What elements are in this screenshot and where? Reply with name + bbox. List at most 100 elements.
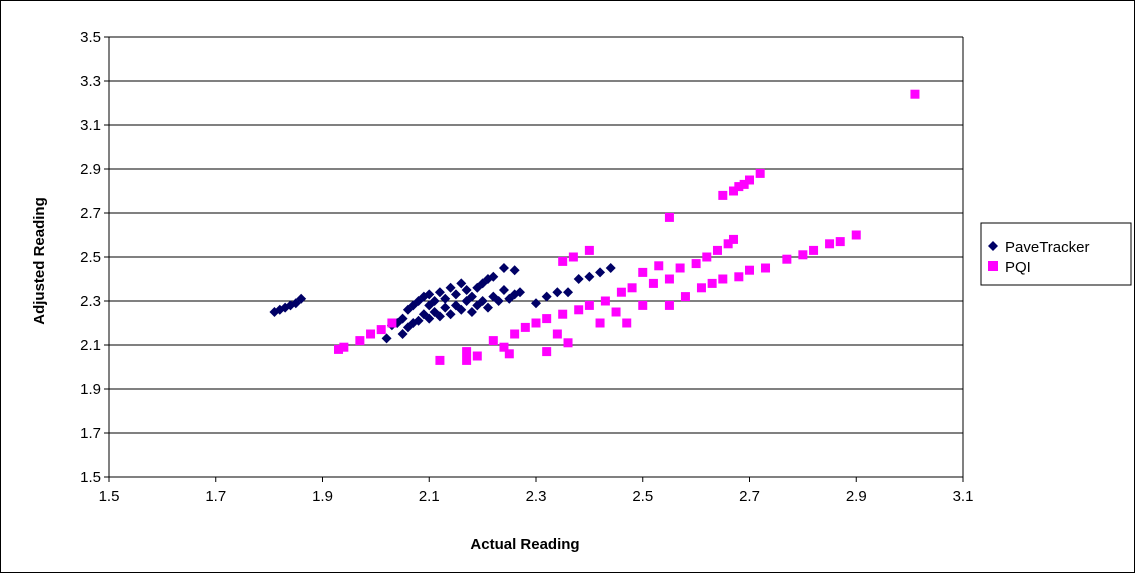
x-tick-label: 2.1 <box>419 488 440 505</box>
point-pavetracker <box>595 267 606 278</box>
point-pavetracker <box>584 271 595 282</box>
y-tick-label: 3.3 <box>80 73 101 90</box>
point-pqi <box>718 190 728 200</box>
x-tick-labels: 1.5 1.7 1.9 2.1 2.3 2.5 2.7 2.9 3.1 <box>99 488 974 505</box>
point-pqi <box>504 349 514 359</box>
point-pqi <box>734 182 744 192</box>
point-pqi <box>702 252 712 262</box>
axes-layer <box>104 36 964 482</box>
point-pqi <box>910 89 920 99</box>
point-pqi <box>664 300 674 310</box>
point-pqi <box>675 263 685 273</box>
point-pqi <box>638 267 648 277</box>
legend-label-pqi: PQI <box>1005 259 1031 276</box>
point-pavetracker <box>456 304 467 315</box>
point-pqi <box>648 278 658 288</box>
point-pavetracker <box>573 274 584 284</box>
point-pqi <box>558 256 568 266</box>
point-pqi <box>574 305 584 315</box>
point-pqi <box>728 234 738 244</box>
grid-layer <box>109 36 963 478</box>
point-pqi <box>472 351 482 361</box>
point-pavetracker <box>413 315 424 326</box>
point-pqi <box>355 336 365 346</box>
point-pavetracker <box>397 329 408 339</box>
point-pqi <box>654 261 664 271</box>
y-tick-label: 1.9 <box>80 381 101 398</box>
point-pqi <box>366 329 376 339</box>
point-pavetracker <box>461 285 472 295</box>
point-pavetracker <box>440 302 451 313</box>
point-pqi <box>745 175 754 185</box>
point-pqi <box>798 250 808 260</box>
point-pqi <box>387 318 397 328</box>
point-pavetracker <box>424 313 435 324</box>
point-pqi <box>568 252 578 262</box>
point-pqi <box>809 245 819 255</box>
point-pavetracker <box>514 287 525 298</box>
x-tick-label: 2.7 <box>739 488 760 505</box>
x-tick-label: 1.5 <box>99 488 120 505</box>
point-pavetracker <box>440 293 451 304</box>
point-pqi <box>745 265 754 275</box>
point-pavetracker <box>552 287 563 298</box>
point-pavetracker <box>541 291 552 302</box>
y-tick-label: 2.1 <box>80 337 101 354</box>
point-pqi <box>622 318 632 328</box>
point-pqi <box>723 239 733 249</box>
y-tick-label: 2.7 <box>80 205 101 222</box>
x-tick-label: 1.7 <box>205 488 226 505</box>
y-tick-label: 3.1 <box>80 117 101 134</box>
y-tick-label: 1.7 <box>80 425 101 442</box>
legend-marker-pavetracker <box>988 241 998 251</box>
point-pavetracker <box>498 263 509 273</box>
point-pavetracker <box>429 296 440 306</box>
point-pqi <box>734 272 744 282</box>
point-pqi <box>376 325 386 335</box>
point-pavetracker <box>509 265 520 276</box>
point-pqi <box>664 274 674 284</box>
point-pqi <box>728 186 738 196</box>
point-pqi <box>339 342 349 352</box>
point-pavetracker <box>477 296 488 306</box>
point-pqi <box>611 307 621 317</box>
point-pqi <box>499 342 509 352</box>
point-pqi <box>584 245 594 255</box>
point-pavetracker <box>296 293 307 304</box>
point-pqi <box>600 296 610 306</box>
point-pqi <box>584 300 594 310</box>
legend-label-pavetracker: PaveTracker <box>1005 239 1089 256</box>
point-pavetracker <box>488 271 499 282</box>
point-pavetracker <box>466 307 477 317</box>
point-pqi <box>595 318 605 328</box>
y-tick-labels: 1.5 1.7 1.9 2.1 2.3 2.5 2.7 2.9 3.1 3.3 3.5 <box>80 29 101 486</box>
point-pqi <box>825 239 835 249</box>
point-pqi <box>680 292 690 302</box>
data-points <box>269 89 920 365</box>
point-pavetracker <box>397 313 408 324</box>
point-pavetracker <box>450 289 461 300</box>
point-pavetracker <box>456 278 467 289</box>
y-axis-title: Adjusted Reading <box>31 197 48 325</box>
point-pqi <box>718 274 728 284</box>
point-pavetracker <box>498 285 509 295</box>
x-tick-label: 2.9 <box>846 488 867 505</box>
y-tick-label: 1.5 <box>80 469 101 486</box>
point-pqi <box>782 254 792 264</box>
point-pavetracker <box>445 282 456 293</box>
legend: PaveTracker PQI <box>980 222 1132 286</box>
point-pqi <box>520 322 530 332</box>
point-pqi <box>835 237 845 247</box>
point-pavetracker <box>531 298 541 309</box>
point-pqi <box>531 318 541 328</box>
x-tick-label: 2.3 <box>526 488 547 505</box>
point-pqi <box>563 338 573 348</box>
y-tick-label: 3.5 <box>80 29 101 46</box>
x-tick-label: 2.5 <box>632 488 653 505</box>
point-pqi <box>542 314 552 324</box>
point-pqi <box>510 329 520 339</box>
x-tick-label: 3.1 <box>953 488 974 505</box>
point-pqi <box>638 300 648 310</box>
point-pqi <box>761 263 771 273</box>
